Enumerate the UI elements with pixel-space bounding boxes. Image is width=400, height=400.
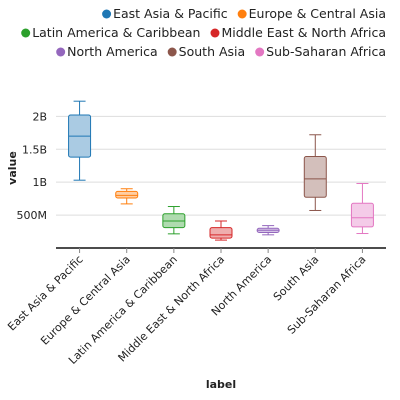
y-axis: 500M 1B 1.5B 2B [17, 110, 48, 222]
legend-swatch [21, 28, 31, 38]
box-7 [350, 182, 374, 235]
legend-label: East Asia & Pacific [113, 6, 228, 21]
box-iqr [303, 155, 327, 198]
x-tick-label: Sub-Saharan Africa [285, 253, 369, 337]
y-axis-title: value [6, 151, 19, 185]
y-tick-label: 500M [17, 209, 48, 222]
legend: East Asia & Pacific Europe & Central Asia… [21, 6, 386, 59]
legend-swatch [167, 47, 177, 57]
y-tick-label: 2B [32, 110, 47, 123]
legend-swatch [237, 9, 247, 19]
box-2 [115, 188, 139, 205]
box-1 [68, 100, 92, 181]
box-3 [162, 206, 186, 235]
box-6 [303, 134, 327, 211]
legend-swatch [56, 47, 66, 57]
legend-label: Middle East & North Africa [221, 25, 386, 40]
legend-item: East Asia & Pacific [102, 6, 228, 21]
x-tick-label: South Asia [271, 253, 322, 304]
x-axis-title: label [206, 378, 236, 391]
legend-label: Sub-Saharan Africa [266, 44, 386, 59]
legend-item: Middle East & North Africa [210, 25, 386, 40]
x-tick-label: Europe & Central Asia [38, 253, 133, 348]
legend-swatch [255, 47, 265, 57]
legend-label: Europe & Central Asia [249, 6, 386, 21]
box-iqr [350, 202, 374, 228]
legend-item: South Asia [167, 44, 246, 59]
y-tick-label: 1.5B [22, 143, 47, 156]
boxes [68, 100, 374, 241]
legend-item: North America [56, 44, 158, 59]
y-tick-label: 1B [32, 176, 47, 189]
grid [56, 115, 386, 216]
legend-item: Sub-Saharan Africa [255, 44, 386, 59]
legend-label: North America [67, 44, 158, 59]
legend-label: South Asia [179, 44, 246, 59]
box-iqr [115, 190, 139, 199]
x-tick-label: East Asia & Pacific [5, 253, 85, 333]
legend-label: Latin America & Caribbean [32, 25, 200, 40]
box-5 [256, 225, 280, 236]
legend-swatch [210, 28, 220, 38]
box-iqr [209, 227, 233, 239]
box-4 [209, 220, 233, 241]
legend-item: Latin America & Caribbean [21, 25, 200, 40]
legend-item: Europe & Central Asia [237, 6, 386, 21]
legend-swatch [102, 9, 112, 19]
